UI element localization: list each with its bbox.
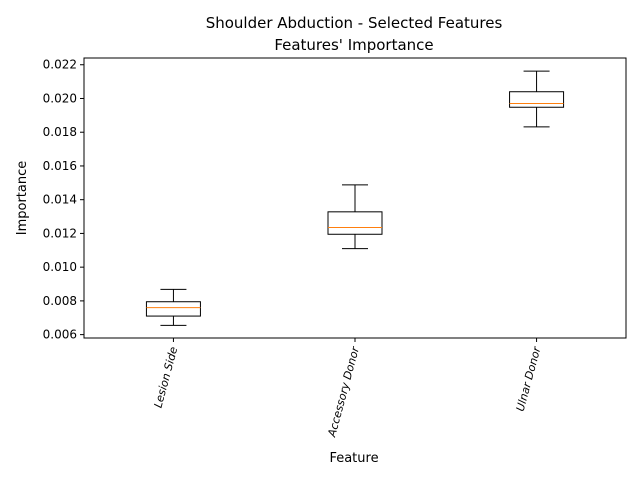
plot-frame <box>83 57 627 339</box>
box <box>145 301 201 317</box>
chart-title: Shoulder Abduction - Selected Features <box>206 14 503 32</box>
y-tick-label: 0.014 <box>43 193 77 207</box>
chart-subtitle: Features' Importance <box>274 36 433 54</box>
x-tick-label: Lesion Side <box>152 345 181 409</box>
y-tick-label: 0.012 <box>43 226 77 240</box>
box <box>509 91 565 108</box>
y-tick-label: 0.016 <box>43 159 77 173</box>
y-axis-label: Importance <box>15 161 30 236</box>
y-tick-label: 0.010 <box>43 260 77 274</box>
y-tick-label: 0.008 <box>43 294 77 308</box>
y-tick-label: 0.006 <box>43 328 77 342</box>
y-tick-label: 0.020 <box>43 91 77 105</box>
box <box>327 211 383 235</box>
y-tick-label: 0.022 <box>43 58 77 72</box>
x-axis-label: Feature <box>329 451 378 466</box>
plot-area: 0.006 0.008 0.010 0.012 0.014 0.016 0.018 0.020… <box>43 58 565 439</box>
x-tick-label: Accessory Donor <box>325 344 362 439</box>
y-tick-label: 0.018 <box>43 125 77 139</box>
x-tick-label: Ulnar Donor <box>514 344 544 413</box>
